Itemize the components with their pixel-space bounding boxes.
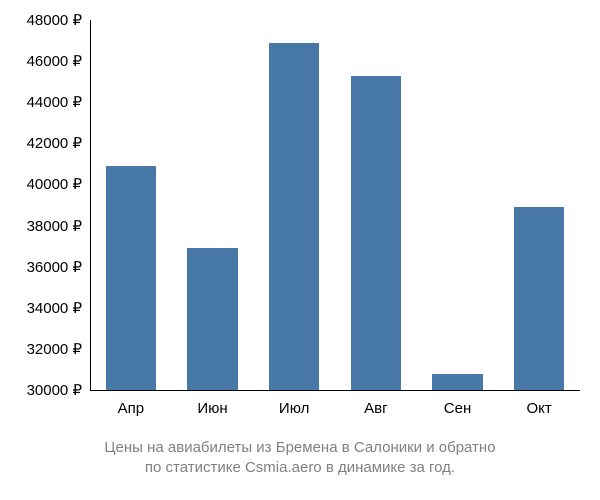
x-tick-label: Июн	[197, 390, 227, 417]
x-axis-line	[90, 390, 580, 391]
bar	[432, 374, 483, 390]
x-tick-label: Июл	[279, 390, 309, 417]
y-tick-label: 40000 ₽	[27, 175, 90, 193]
y-tick-label: 46000 ₽	[27, 52, 90, 70]
chart-caption: Цены на авиабилеты из Бремена в Салоники…	[0, 438, 600, 479]
x-tick-label: Апр	[118, 390, 144, 417]
y-tick-label: 34000 ₽	[27, 299, 90, 317]
y-tick-label: 38000 ₽	[27, 217, 90, 235]
x-tick-label: Окт	[527, 390, 552, 417]
y-tick-label: 48000 ₽	[27, 11, 90, 29]
plot-area: 30000 ₽32000 ₽34000 ₽36000 ₽38000 ₽40000…	[90, 20, 580, 390]
price-bar-chart: 30000 ₽ 32000 ₽ 34000 ₽ 36000 ₽ 38000 ₽ 40000…	[0, 0, 600, 500]
bar	[514, 207, 565, 390]
y-tick-label: 36000 ₽	[27, 258, 90, 276]
bar	[269, 43, 320, 390]
y-tick-label: 32000 ₽	[27, 340, 90, 358]
caption-line: Цены на авиабилеты из Бремена в Салоники…	[0, 438, 600, 458]
y-tick-label: 42000 ₽	[27, 134, 90, 152]
y-axis-line	[90, 20, 91, 390]
y-tick-label: 44000 ₽	[27, 93, 90, 111]
y-tick-label: 30000 ₽	[27, 381, 90, 399]
x-tick-label: Сен	[444, 390, 471, 417]
bar	[187, 248, 238, 390]
caption-line: по статистике Csmia.aero в динамике за г…	[0, 458, 600, 478]
bar	[351, 76, 402, 391]
bar	[106, 166, 157, 390]
x-tick-label: Авг	[364, 390, 387, 417]
